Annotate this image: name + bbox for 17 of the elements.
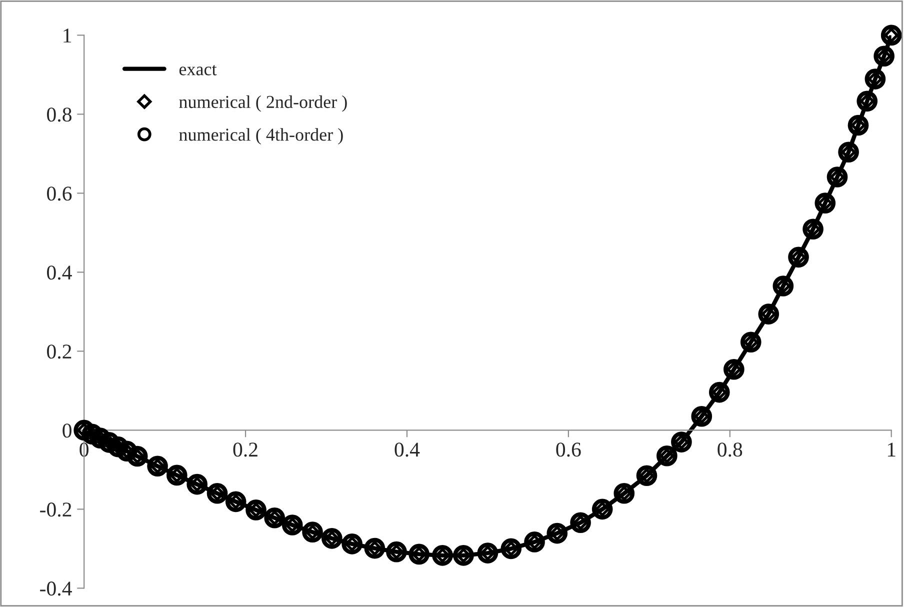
legend-label: numerical ( 4th-order ): [179, 128, 343, 144]
y-tick-label: 1: [64, 28, 72, 42]
y-tick-label: 0.6: [47, 186, 72, 201]
legend-label: numerical ( 2nd-order ): [179, 95, 347, 112]
x-tick-label: 1: [888, 442, 896, 456]
y-tick-label: 0.2: [47, 344, 72, 359]
x-tick-label: 0.6: [556, 442, 581, 457]
x-tick-label: 0.2: [233, 442, 258, 457]
x-tick-label: 0.4: [394, 442, 420, 457]
y-tick-label: -0.2: [40, 502, 72, 517]
x-tick-label: 0: [80, 442, 88, 457]
x-tick-label: 0.8: [718, 442, 742, 457]
y-tick-label: 0.4: [47, 266, 72, 280]
y-tick-label: 0: [62, 424, 72, 438]
legend-label: exact: [179, 64, 217, 76]
y-tick-label: 0.8: [47, 108, 72, 122]
y-tick-label: -0.4: [40, 582, 72, 596]
